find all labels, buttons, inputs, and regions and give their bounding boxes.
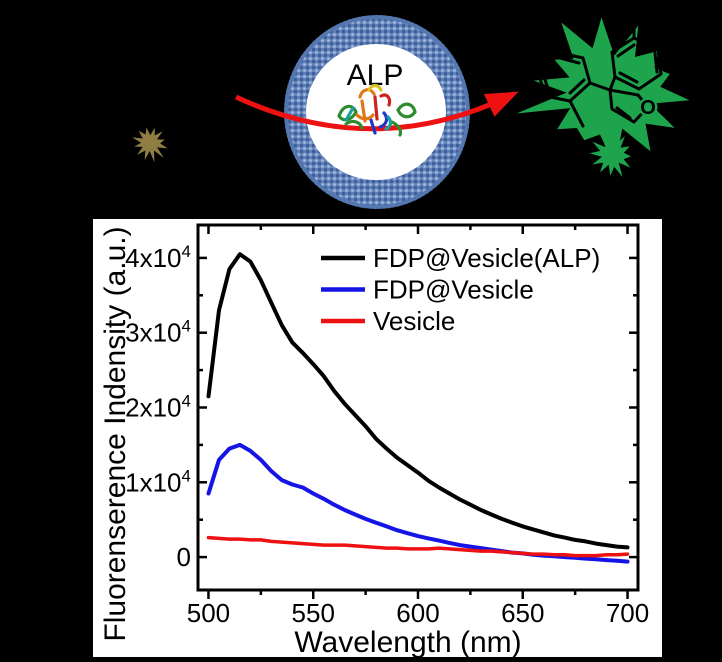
reaction-arrow bbox=[234, 91, 519, 132]
x-tick-label: 600 bbox=[396, 598, 439, 628]
series-line-fdp-vesicle bbox=[206, 442, 630, 564]
reaction-scheme: O ALP bbox=[0, 0, 722, 225]
product-star-shape bbox=[516, 17, 690, 167]
product-star-group: O bbox=[516, 17, 690, 177]
x-tick-label: 700 bbox=[606, 598, 649, 628]
series-line-fdp-vesicle-alp bbox=[206, 252, 630, 550]
y-tick-label: 2x104 bbox=[125, 392, 191, 423]
oxygen-mask bbox=[638, 97, 658, 117]
x-tick-label: 550 bbox=[292, 598, 335, 628]
series-line-vesicle bbox=[206, 535, 630, 558]
alp-protein-cartoon bbox=[337, 83, 417, 137]
x-tick-label: 500 bbox=[187, 598, 230, 628]
oxygen-label: O bbox=[640, 97, 656, 119]
y-tick-label: 1x104 bbox=[125, 466, 191, 497]
x-axis-title: Wavelength (nm) bbox=[294, 626, 521, 657]
y-tick-label: 4x104 bbox=[125, 242, 191, 273]
y-axis-title: Fluorenserence Indensity (a.u.) bbox=[99, 226, 132, 641]
product-star-small-shape bbox=[589, 133, 631, 177]
legend-label-fdp-vesicle: FDP@Vesicle bbox=[373, 275, 534, 305]
y-tick-label: 3x104 bbox=[125, 317, 191, 348]
substrate-star-shape bbox=[132, 127, 168, 163]
y-tick-label: 0 bbox=[177, 542, 191, 572]
x-tick-label: 650 bbox=[501, 598, 544, 628]
legend-label-vesicle: Vesicle bbox=[373, 306, 455, 336]
fluorescence-chart: 500 550 600 650 700 0 1x104 2x104 3x104 4x104 Wave… bbox=[93, 219, 662, 657]
legend-label-fdp-vesicle-alp: FDP@Vesicle(ALP) bbox=[373, 243, 600, 273]
fluorophore-structure bbox=[536, 18, 678, 128]
